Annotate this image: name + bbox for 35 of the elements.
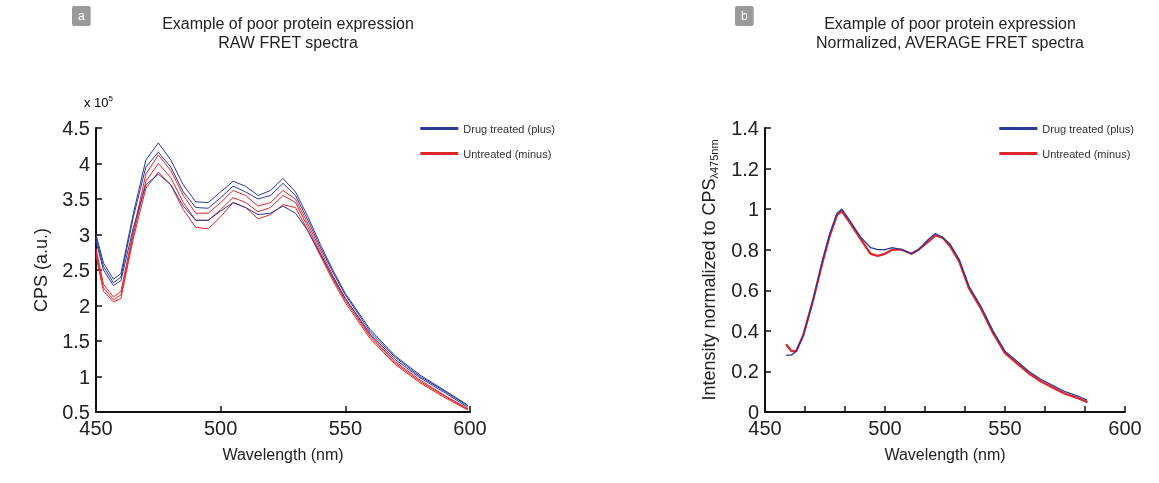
chart-title: Example of poor protein expression xyxy=(162,14,414,32)
y-tick-label: 1.2 xyxy=(731,157,759,180)
y-tick-label: 3.5 xyxy=(62,188,90,210)
x-tick-label: 550 xyxy=(988,417,1022,439)
y-axis-title: CPS (a.u.) xyxy=(31,227,51,313)
y-tick-label: 1 xyxy=(747,198,759,221)
chart-subtitle: Normalized, AVERAGE FRET spectra xyxy=(816,33,1085,51)
x-axis-title: Wavelength (nm) xyxy=(222,445,344,463)
y-tick-label: 4.5 xyxy=(62,117,90,139)
y-tick-label: 0.8 xyxy=(731,238,759,261)
y-tick-label: 3 xyxy=(78,223,90,246)
y-tick-label: 4 xyxy=(78,152,90,175)
x-tick-label: 600 xyxy=(453,417,487,439)
y-tick-label: 2 xyxy=(78,294,90,317)
chart-subtitle: RAW FRET spectra xyxy=(218,33,358,51)
y-tick-label: 1.4 xyxy=(731,117,759,139)
x-tick-label: 600 xyxy=(1108,417,1142,439)
y-axis-title: Intensity normalized to CPSλ475nm xyxy=(699,139,720,401)
y-tick-label: 1.5 xyxy=(62,330,90,352)
y-tick-label: 1 xyxy=(78,365,90,388)
legend-label: Drug treated (plus) xyxy=(463,122,556,135)
chart-title: Example of poor protein expression xyxy=(824,14,1076,32)
legend-label: Untreated (minus) xyxy=(1042,147,1131,160)
y-tick-label: 0.4 xyxy=(731,319,759,342)
x-tick-label: 500 xyxy=(868,417,902,439)
legend-label: Untreated (minus) xyxy=(463,147,552,160)
y-tick-label: 0.2 xyxy=(731,360,759,383)
text: a xyxy=(78,9,85,23)
x-tick-label: 550 xyxy=(328,417,363,439)
x-axis-title: Wavelength (nm) xyxy=(884,445,1006,463)
legend-label: Drug treated (plus) xyxy=(1042,122,1135,135)
y-tick-label: 0.6 xyxy=(731,279,759,302)
y-tick-label: 2.5 xyxy=(62,259,90,281)
x-tick-label: 500 xyxy=(203,417,238,439)
text: b xyxy=(741,9,748,23)
